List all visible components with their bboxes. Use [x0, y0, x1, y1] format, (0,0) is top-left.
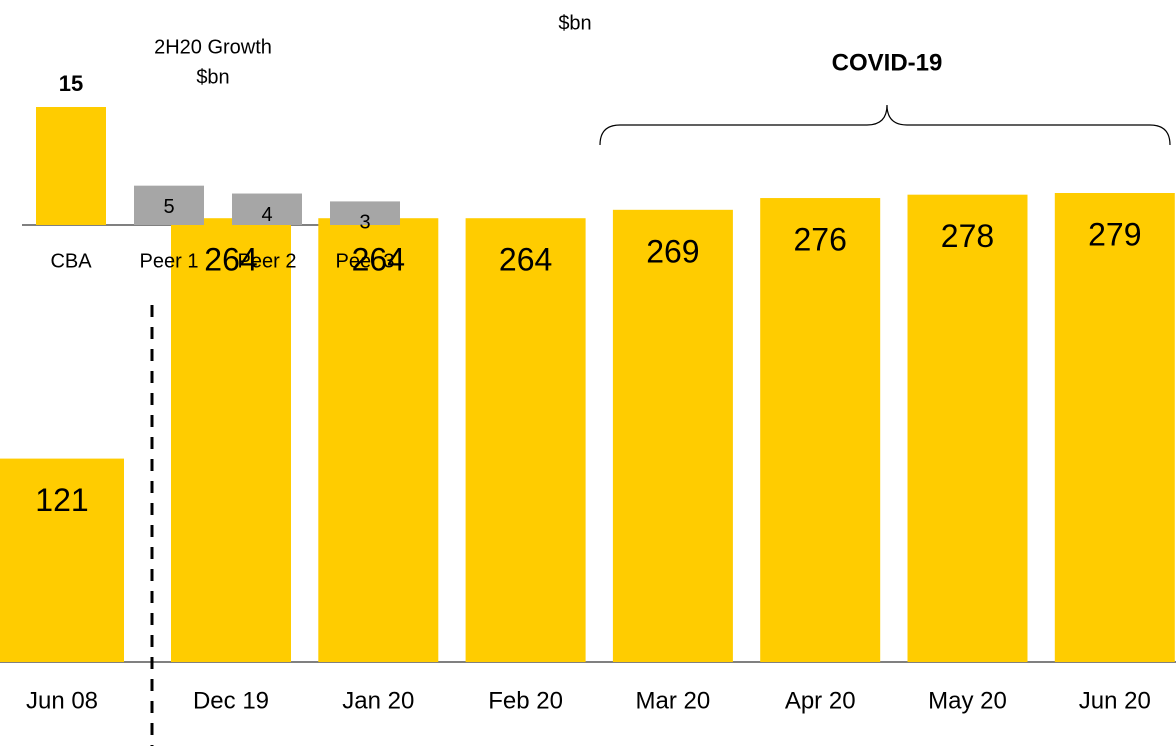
inset-title: 2H20 Growth [154, 36, 272, 58]
bar [612, 209, 733, 662]
inset-value-label: 4 [261, 204, 272, 226]
value-label: 279 [1088, 216, 1141, 252]
inset-category-label: Peer 3 [336, 250, 395, 272]
x-tick-label: Jun 20 [1079, 687, 1151, 714]
inset-value-label: 5 [163, 196, 174, 218]
inset-category-label: Peer 1 [140, 250, 199, 272]
value-label: 121 [35, 482, 88, 518]
inset-bar [36, 107, 106, 225]
value-label: 269 [646, 233, 699, 269]
inset-category-label: Peer 2 [238, 250, 297, 272]
bar [1054, 193, 1175, 662]
x-tick-label: Feb 20 [488, 687, 563, 714]
x-tick-label: Jan 20 [342, 687, 414, 714]
x-tick-label: Mar 20 [636, 687, 711, 714]
x-tick-label: Jun 08 [26, 687, 98, 714]
x-tick-label: Dec 19 [193, 687, 269, 714]
unit-label: $bn [558, 12, 591, 34]
annotation: COVID-19 [832, 49, 943, 76]
inset-value-label: 3 [359, 212, 370, 234]
inset-category-label: CBA [50, 250, 92, 272]
inset-bar [134, 185, 204, 225]
x-tick-label: May 20 [928, 687, 1007, 714]
value-label: 264 [499, 242, 552, 278]
bar [760, 198, 881, 662]
inset-bar [232, 193, 302, 225]
value-label: 264 [352, 242, 405, 278]
bar [465, 218, 586, 662]
inset-value-label: 15 [59, 71, 83, 96]
bar [0, 458, 124, 662]
x-tick-label: Apr 20 [785, 687, 856, 714]
value-label: 264 [204, 242, 257, 278]
value-label: 276 [794, 221, 847, 257]
bar [171, 218, 291, 662]
inset-bar [330, 201, 400, 225]
bar [318, 218, 439, 662]
inset-subtitle: $bn [196, 66, 229, 88]
bracket [599, 104, 1171, 146]
bar [907, 194, 1028, 662]
value-label: 278 [941, 218, 994, 254]
